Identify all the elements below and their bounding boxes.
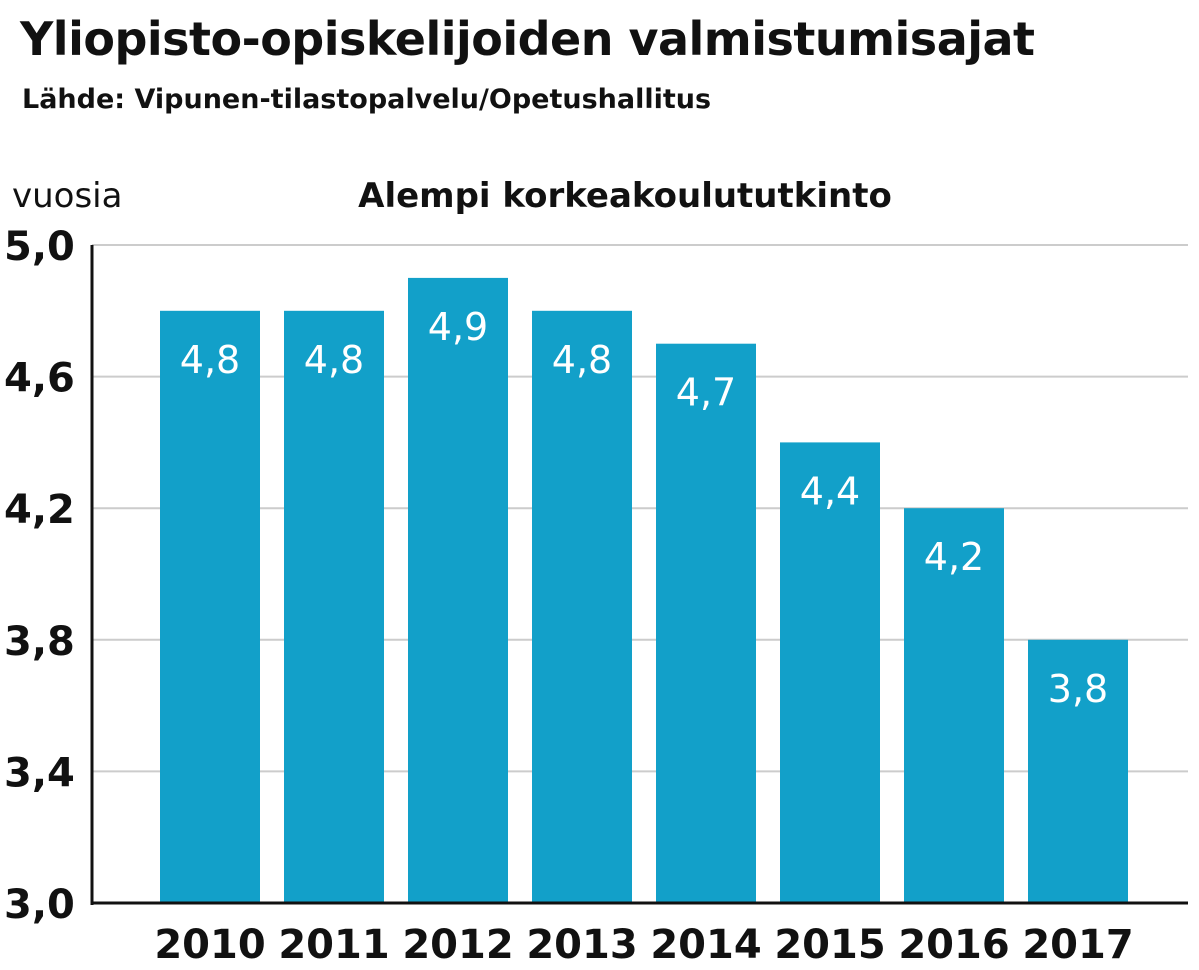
bar xyxy=(780,442,880,903)
bar xyxy=(904,508,1004,903)
x-tick-label: 2010 xyxy=(154,922,265,968)
data-label: 4,9 xyxy=(428,305,488,349)
y-tick-label: 3,0 xyxy=(4,882,75,928)
x-tick-label: 2015 xyxy=(774,922,885,968)
gridlines xyxy=(92,244,1188,773)
data-label: 4,8 xyxy=(304,338,364,382)
y-tick-label: 4,6 xyxy=(4,356,75,402)
y-tick-label: 4,2 xyxy=(4,487,75,533)
data-label: 4,2 xyxy=(924,535,984,579)
data-label: 4,8 xyxy=(180,338,240,382)
bar xyxy=(408,277,508,903)
y-tick-label: 3,4 xyxy=(4,750,75,796)
data-label: 3,8 xyxy=(1048,667,1108,711)
labels: 3,0 3,4 3,8 4,2 4,6 5,0 4,8 2010 4,8 2011 4,9 2012 4… xyxy=(4,224,1134,968)
chart-heading: Yliopisto-opiskelijoiden valmistumisajat xyxy=(20,12,1035,66)
data-label: 4,8 xyxy=(552,338,612,382)
source-note: Lähde: Vipunen-tilastopalvelu/Opetushall… xyxy=(22,84,712,115)
data-label: 4,7 xyxy=(676,371,736,415)
axes xyxy=(90,245,1188,905)
bars xyxy=(160,277,1128,903)
y-axis-unit: vuosia xyxy=(12,176,122,216)
chart-title: Alempi korkeakoulututkinto xyxy=(358,176,892,216)
x-tick-label: 2017 xyxy=(1022,922,1133,968)
y-tick-label: 3,8 xyxy=(4,619,75,665)
bar xyxy=(1028,639,1128,903)
bar xyxy=(656,343,756,903)
x-tick-label: 2012 xyxy=(402,922,513,968)
data-label: 4,4 xyxy=(800,469,860,513)
x-tick-label: 2016 xyxy=(898,922,1009,968)
x-tick-label: 2011 xyxy=(278,922,389,968)
x-tick-label: 2014 xyxy=(650,922,761,968)
bar xyxy=(160,310,260,903)
y-tick-label: 5,0 xyxy=(4,224,75,270)
bar xyxy=(284,310,384,903)
x-tick-label: 2013 xyxy=(526,922,637,968)
bar xyxy=(532,310,632,903)
